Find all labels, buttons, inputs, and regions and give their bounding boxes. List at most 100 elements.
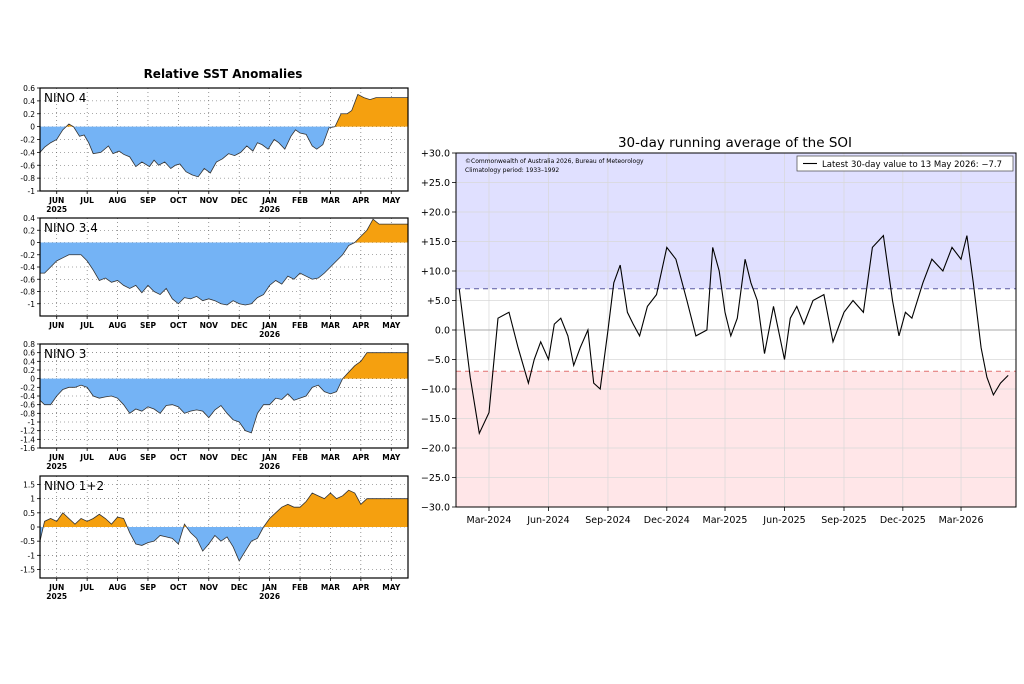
y-tick-label: 0.8	[23, 340, 35, 349]
x-tick-label: MAR	[321, 196, 340, 205]
sst-panel-nino-1-2: NINO 1+2 -1.5 -1 -0.5 0 0.5 1 1.5 JUN JUL AUG SEP OC…	[20, 475, 409, 601]
y-tick-label: +5.0	[427, 296, 450, 307]
y-tick-label: -0.8	[20, 409, 35, 418]
x-tick-label: APR	[352, 321, 369, 330]
y-tick-label: 0.2	[23, 110, 35, 119]
y-tick-label: −20.0	[421, 444, 450, 455]
x-year-label: 2026	[259, 330, 280, 339]
x-tick-label: NOV	[200, 321, 218, 330]
series-label: NINO 3.4	[44, 221, 98, 235]
soi-title: 30-day running average of the SOI	[618, 135, 852, 151]
x-tick-label: JUN	[48, 453, 64, 462]
positive-anomaly-area	[66, 94, 408, 127]
y-tick-label: +15.0	[421, 237, 450, 248]
y-tick-label: −30.0	[421, 503, 450, 514]
y-tick-label: +25.0	[421, 178, 450, 189]
x-tick-label: Mar-2026	[939, 515, 984, 526]
y-tick-label: -1	[28, 300, 36, 309]
positive-soi-band	[456, 153, 1016, 289]
sst-panel-nino-4: NINO 4 -1 -0.8 -0.6 -0.4 -0.2 0 0.2 0.4 0.6 JUN JUL…	[20, 84, 409, 214]
negative-anomaly-area	[40, 126, 408, 177]
y-tick-label: -0.2	[20, 383, 35, 392]
x-tick-label: DEC	[231, 196, 248, 205]
x-tick-label: Mar-2025	[703, 515, 748, 526]
x-tick-label: NOV	[200, 196, 218, 205]
x-tick-label: JUL	[79, 196, 94, 205]
panel-plot	[40, 88, 408, 191]
y-tick-label: -0.4	[20, 148, 35, 157]
y-tick-label: 0	[30, 239, 35, 248]
x-tick-label: FEB	[292, 583, 308, 592]
x-tick-label: Jun-2025	[762, 515, 805, 526]
series-label: NINO 4	[44, 91, 86, 105]
y-tick-label: 0.4	[23, 97, 35, 106]
x-tick-label: JUN	[48, 321, 64, 330]
y-tick-label: -1.5	[20, 566, 35, 575]
x-tick-label: Dec-2024	[644, 515, 690, 526]
x-tick-label: JAN	[261, 583, 277, 592]
x-tick-label: DEC	[231, 321, 248, 330]
x-year-label: 2026	[259, 462, 280, 471]
x-year-label: 2026	[259, 205, 280, 214]
y-tick-label: −15.0	[421, 414, 450, 425]
x-tick-label: SEP	[140, 196, 157, 205]
x-tick-label: AUG	[109, 321, 127, 330]
soi-legend: Latest 30-day value to 13 May 2026: −7.7	[796, 155, 1014, 172]
x-tick-label: OCT	[170, 453, 188, 462]
y-tick-label: 0.6	[23, 84, 35, 93]
y-tick-label: 0.0	[435, 326, 450, 337]
x-tick-label: Dec-2025	[880, 515, 926, 526]
x-tick-label: OCT	[170, 583, 188, 592]
positive-anomaly-area	[354, 219, 408, 243]
y-tick-label: 0.4	[23, 214, 35, 223]
y-tick-label: -1.4	[20, 435, 35, 444]
y-tick-label: -1	[28, 418, 36, 427]
positive-anomaly-area	[342, 352, 408, 379]
y-tick-label: 0	[30, 523, 35, 532]
x-tick-label: DEC	[231, 583, 248, 592]
x-tick-label: NOV	[200, 453, 218, 462]
copyright-note: ©Commonwealth of Australia 2026, Bureau …	[465, 158, 644, 165]
sst-panel-nino-3-4: NINO 3.4 -1 -0.8 -0.6 -0.4 -0.2 0 0.2 0.4 JUN JUL A…	[20, 214, 409, 339]
negative-anomaly-area	[40, 242, 408, 305]
x-tick-label: MAR	[321, 453, 340, 462]
x-tick-label: JUL	[79, 453, 94, 462]
y-tick-label: -0.6	[20, 161, 35, 170]
x-tick-label: AUG	[109, 453, 127, 462]
x-tick-label: APR	[352, 453, 369, 462]
x-tick-label: AUG	[109, 583, 127, 592]
x-tick-label: MAR	[321, 321, 340, 330]
y-tick-label: 0.6	[23, 349, 35, 358]
y-tick-label: -0.6	[20, 275, 35, 284]
y-tick-label: −25.0	[421, 473, 450, 484]
anomaly-line	[40, 352, 408, 434]
x-tick-label: Sep-2024	[585, 515, 631, 526]
soi-line	[458, 234, 1009, 436]
y-tick-label: -0.2	[20, 136, 35, 145]
x-tick-label: MAY	[382, 196, 401, 205]
x-tick-label: MAR	[321, 583, 340, 592]
x-tick-label: Sep-2025	[821, 515, 867, 526]
panel-plot	[40, 344, 408, 448]
y-tick-label: +30.0	[421, 149, 450, 160]
x-tick-label: JUL	[79, 321, 94, 330]
legend-box	[796, 155, 1014, 172]
x-tick-label: SEP	[140, 321, 157, 330]
x-tick-label: FEB	[292, 453, 308, 462]
y-tick-label: -0.4	[20, 263, 35, 272]
y-tick-label: -0.4	[20, 392, 35, 401]
y-tick-label: 0	[30, 375, 35, 384]
y-tick-label: -1.6	[20, 444, 35, 453]
y-tick-label: -1	[28, 187, 36, 196]
y-tick-label: 1.5	[23, 481, 35, 490]
x-tick-label: JUN	[48, 196, 64, 205]
y-tick-label: 0	[30, 123, 35, 132]
y-tick-label: −5.0	[427, 355, 450, 366]
sst-panel-nino-3: NINO 3 -1.6-1.4-1.2-1-0.8-0.6-0.4-0.200.2…	[20, 340, 409, 471]
series-label: NINO 3	[44, 347, 86, 361]
y-tick-label: -0.8	[20, 174, 35, 183]
copyright-note: Climatology period: 1933–1992	[465, 167, 559, 174]
y-tick-label: 0.4	[23, 357, 35, 366]
y-tick-label: 1	[30, 495, 35, 504]
